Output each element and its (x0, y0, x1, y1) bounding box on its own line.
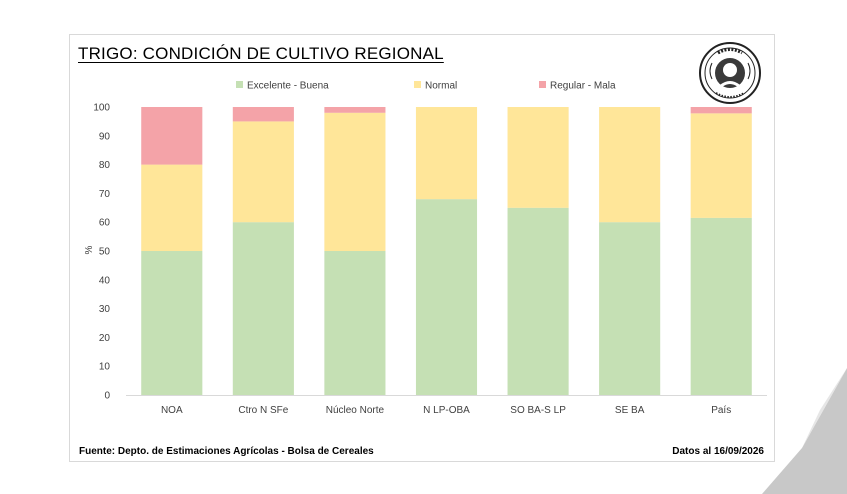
y-axis: 0 10 20 30 40 50 60 70 80 90 100 (93, 103, 110, 402)
bar-segment (415, 199, 478, 395)
x-tick-label: Núcleo Norte (326, 405, 385, 416)
chart-card: TRIGO: CONDICIÓN DE CULTIVO REGIONAL Exc… (69, 34, 775, 462)
bar-segment (599, 107, 661, 223)
legend-swatch (539, 81, 546, 88)
bar-segment (141, 251, 203, 395)
y-tick-label: 90 (99, 131, 111, 142)
y-tick-label: 50 (99, 247, 111, 258)
chart-bars (141, 107, 752, 395)
bolsa-de-cereales-logo (699, 42, 761, 104)
bar-segment (324, 251, 386, 395)
x-tick-label: SE BA (615, 405, 645, 416)
bar-segment (415, 107, 478, 200)
x-tick-label: NOA (161, 405, 183, 416)
legend-label: Regular - Mala (550, 81, 616, 92)
x-tick-label: SO BA-S LP (510, 405, 566, 416)
legend-label: Excelente - Buena (247, 81, 329, 92)
source-note: Fuente: Depto. de Estimaciones Agrícolas… (79, 446, 374, 457)
bar-segment (690, 217, 752, 395)
y-tick-label: 70 (99, 189, 111, 200)
x-tick-label: Ctro N SFe (238, 405, 288, 416)
chart-title: TRIGO: CONDICIÓN DE CULTIVO REGIONAL (78, 44, 444, 63)
bar-segment (141, 164, 203, 251)
bar-segment (507, 107, 569, 208)
data-date: Datos al 16/09/2026 (672, 446, 764, 457)
y-tick-label: 80 (99, 160, 111, 171)
bar-segment (690, 107, 752, 114)
bar-segment (599, 222, 661, 395)
y-tick-label: 20 (99, 333, 111, 344)
y-tick-label: 60 (99, 218, 111, 229)
y-tick-label: 10 (99, 362, 111, 373)
bar-segment (324, 112, 386, 251)
bar-segment (507, 207, 569, 395)
y-tick-label: 0 (104, 391, 110, 402)
legend-label: Normal (425, 81, 457, 92)
y-tick-label: 40 (99, 275, 111, 286)
bar-segment (141, 107, 203, 165)
y-tick-label: 30 (99, 304, 111, 315)
legend-swatch (414, 81, 421, 88)
chart-plot: Excelente - Buena Normal Regular - Mala 0 1… (84, 81, 767, 416)
bar-segment (690, 113, 752, 218)
bar-segment (324, 107, 386, 113)
y-tick-label: 100 (93, 103, 110, 114)
x-axis: NOA Ctro N SFe Núcleo Norte N LP-OBA SO BA-S… (126, 395, 767, 416)
chart-legend: Excelente - Buena Normal Regular - Mala (236, 81, 616, 92)
bar-segment (232, 222, 294, 395)
x-tick-label: País (711, 405, 731, 416)
bar-segment (232, 107, 294, 122)
x-tick-label: N LP-OBA (423, 405, 470, 416)
corner-decoration (762, 368, 847, 494)
bar-segment (232, 121, 294, 223)
y-axis-label: % (84, 245, 95, 254)
legend-swatch (236, 81, 243, 88)
